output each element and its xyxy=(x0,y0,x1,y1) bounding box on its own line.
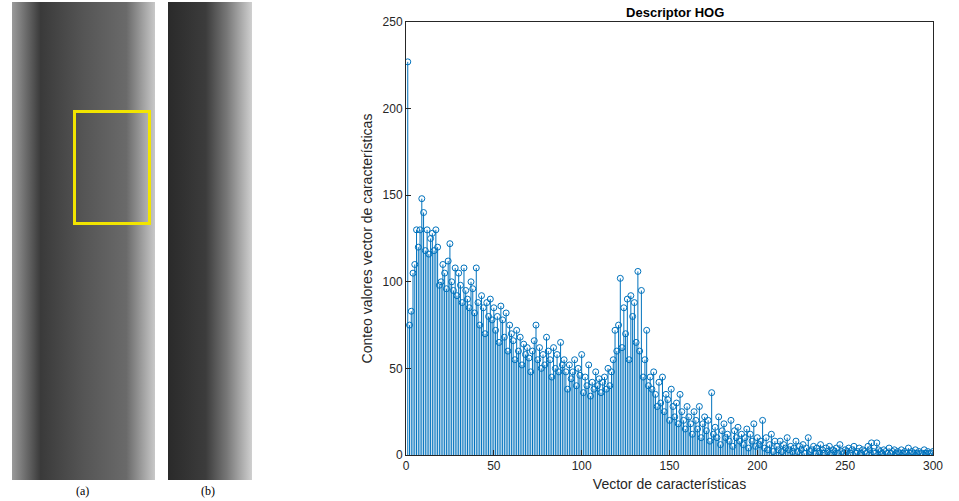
html-text:(a): (a) xyxy=(76,484,90,498)
svg-text:150: 150 xyxy=(383,188,403,202)
svg-text:Conteo valores vector de carac: Conteo valores vector de características xyxy=(359,114,375,364)
svg-text:0: 0 xyxy=(396,448,403,462)
svg-text:Descriptor HOG: Descriptor HOG xyxy=(626,5,724,20)
html-text:(b): (b) xyxy=(201,484,215,498)
svg-text:250: 250 xyxy=(835,459,855,473)
svg-text:300: 300 xyxy=(923,459,943,473)
svg-text:100: 100 xyxy=(383,275,403,289)
svg-text:Vector de características: Vector de características xyxy=(593,476,746,492)
svg-text:250: 250 xyxy=(383,15,403,29)
svg-text:50: 50 xyxy=(487,459,501,473)
svg-text:0: 0 xyxy=(403,459,410,473)
svg-text:50: 50 xyxy=(389,362,403,376)
svg-text:100: 100 xyxy=(572,459,592,473)
svg-text:150: 150 xyxy=(659,459,679,473)
svg-text:200: 200 xyxy=(747,459,767,473)
svg-text:200: 200 xyxy=(383,102,403,116)
